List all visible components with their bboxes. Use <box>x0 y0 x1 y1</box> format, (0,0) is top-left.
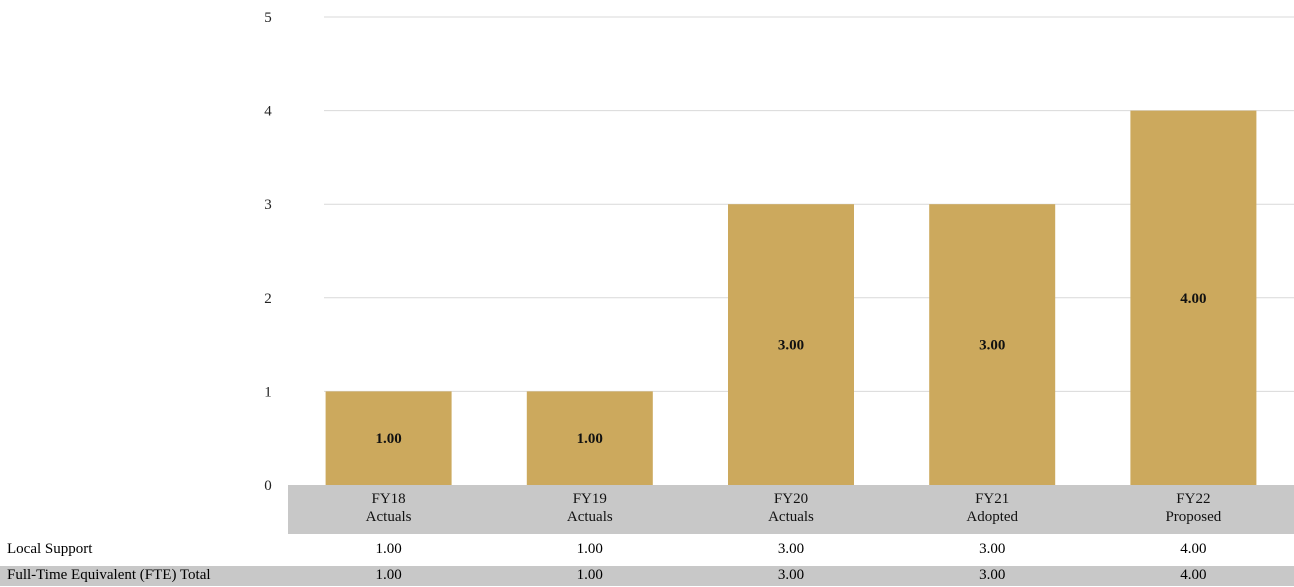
table-cell: 3.00 <box>731 567 851 584</box>
y-tick-label: 5 <box>264 10 272 26</box>
category-label: Actuals <box>768 509 814 525</box>
category-label: FY22 <box>1176 491 1210 507</box>
fte-bar-chart: 0 1 2 3 4 5 1.00 1.00 3.00 3.00 4.00 FY18 Actuals F… <box>0 0 1294 548</box>
table-row-local-support: Local Support 1.00 1.00 3.00 3.00 4.00 <box>0 540 1294 560</box>
y-tick-label: 4 <box>264 104 272 120</box>
category-label: FY21 <box>975 491 1009 507</box>
row-label: Local Support <box>7 541 92 558</box>
table-cell: 4.00 <box>1133 541 1253 558</box>
table-cell: 3.00 <box>932 541 1052 558</box>
row-label: Full-Time Equivalent (FTE) Total <box>7 567 211 584</box>
category-label: FY20 <box>774 491 808 507</box>
y-tick-label: 1 <box>264 384 272 400</box>
table-cell: 4.00 <box>1133 567 1253 584</box>
table-cell: 3.00 <box>731 541 851 558</box>
bar-data-label: 1.00 <box>375 431 401 447</box>
table-cell: 1.00 <box>329 541 449 558</box>
category-label: Actuals <box>366 509 412 525</box>
category-label: Proposed <box>1165 509 1221 525</box>
category-label: Actuals <box>567 509 613 525</box>
category-label: FY19 <box>573 491 607 507</box>
bar-data-label: 1.00 <box>577 431 603 447</box>
table-cell: 1.00 <box>530 541 650 558</box>
table-row-fte-total: Full-Time Equivalent (FTE) Total 1.00 1.0… <box>0 566 1294 586</box>
y-tick-label: 2 <box>264 291 272 307</box>
table-cell: 3.00 <box>932 567 1052 584</box>
bar-data-label: 3.00 <box>778 338 804 354</box>
y-tick-label: 0 <box>264 478 272 494</box>
table-cell: 1.00 <box>530 567 650 584</box>
bar-data-label: 4.00 <box>1180 291 1206 307</box>
category-label: Adopted <box>966 509 1018 525</box>
bar-data-label: 3.00 <box>979 338 1005 354</box>
y-tick-label: 3 <box>264 197 272 213</box>
table-cell: 1.00 <box>329 567 449 584</box>
y-axis-ticks: 0 1 2 3 4 5 <box>264 10 272 494</box>
category-label: FY18 <box>372 491 406 507</box>
